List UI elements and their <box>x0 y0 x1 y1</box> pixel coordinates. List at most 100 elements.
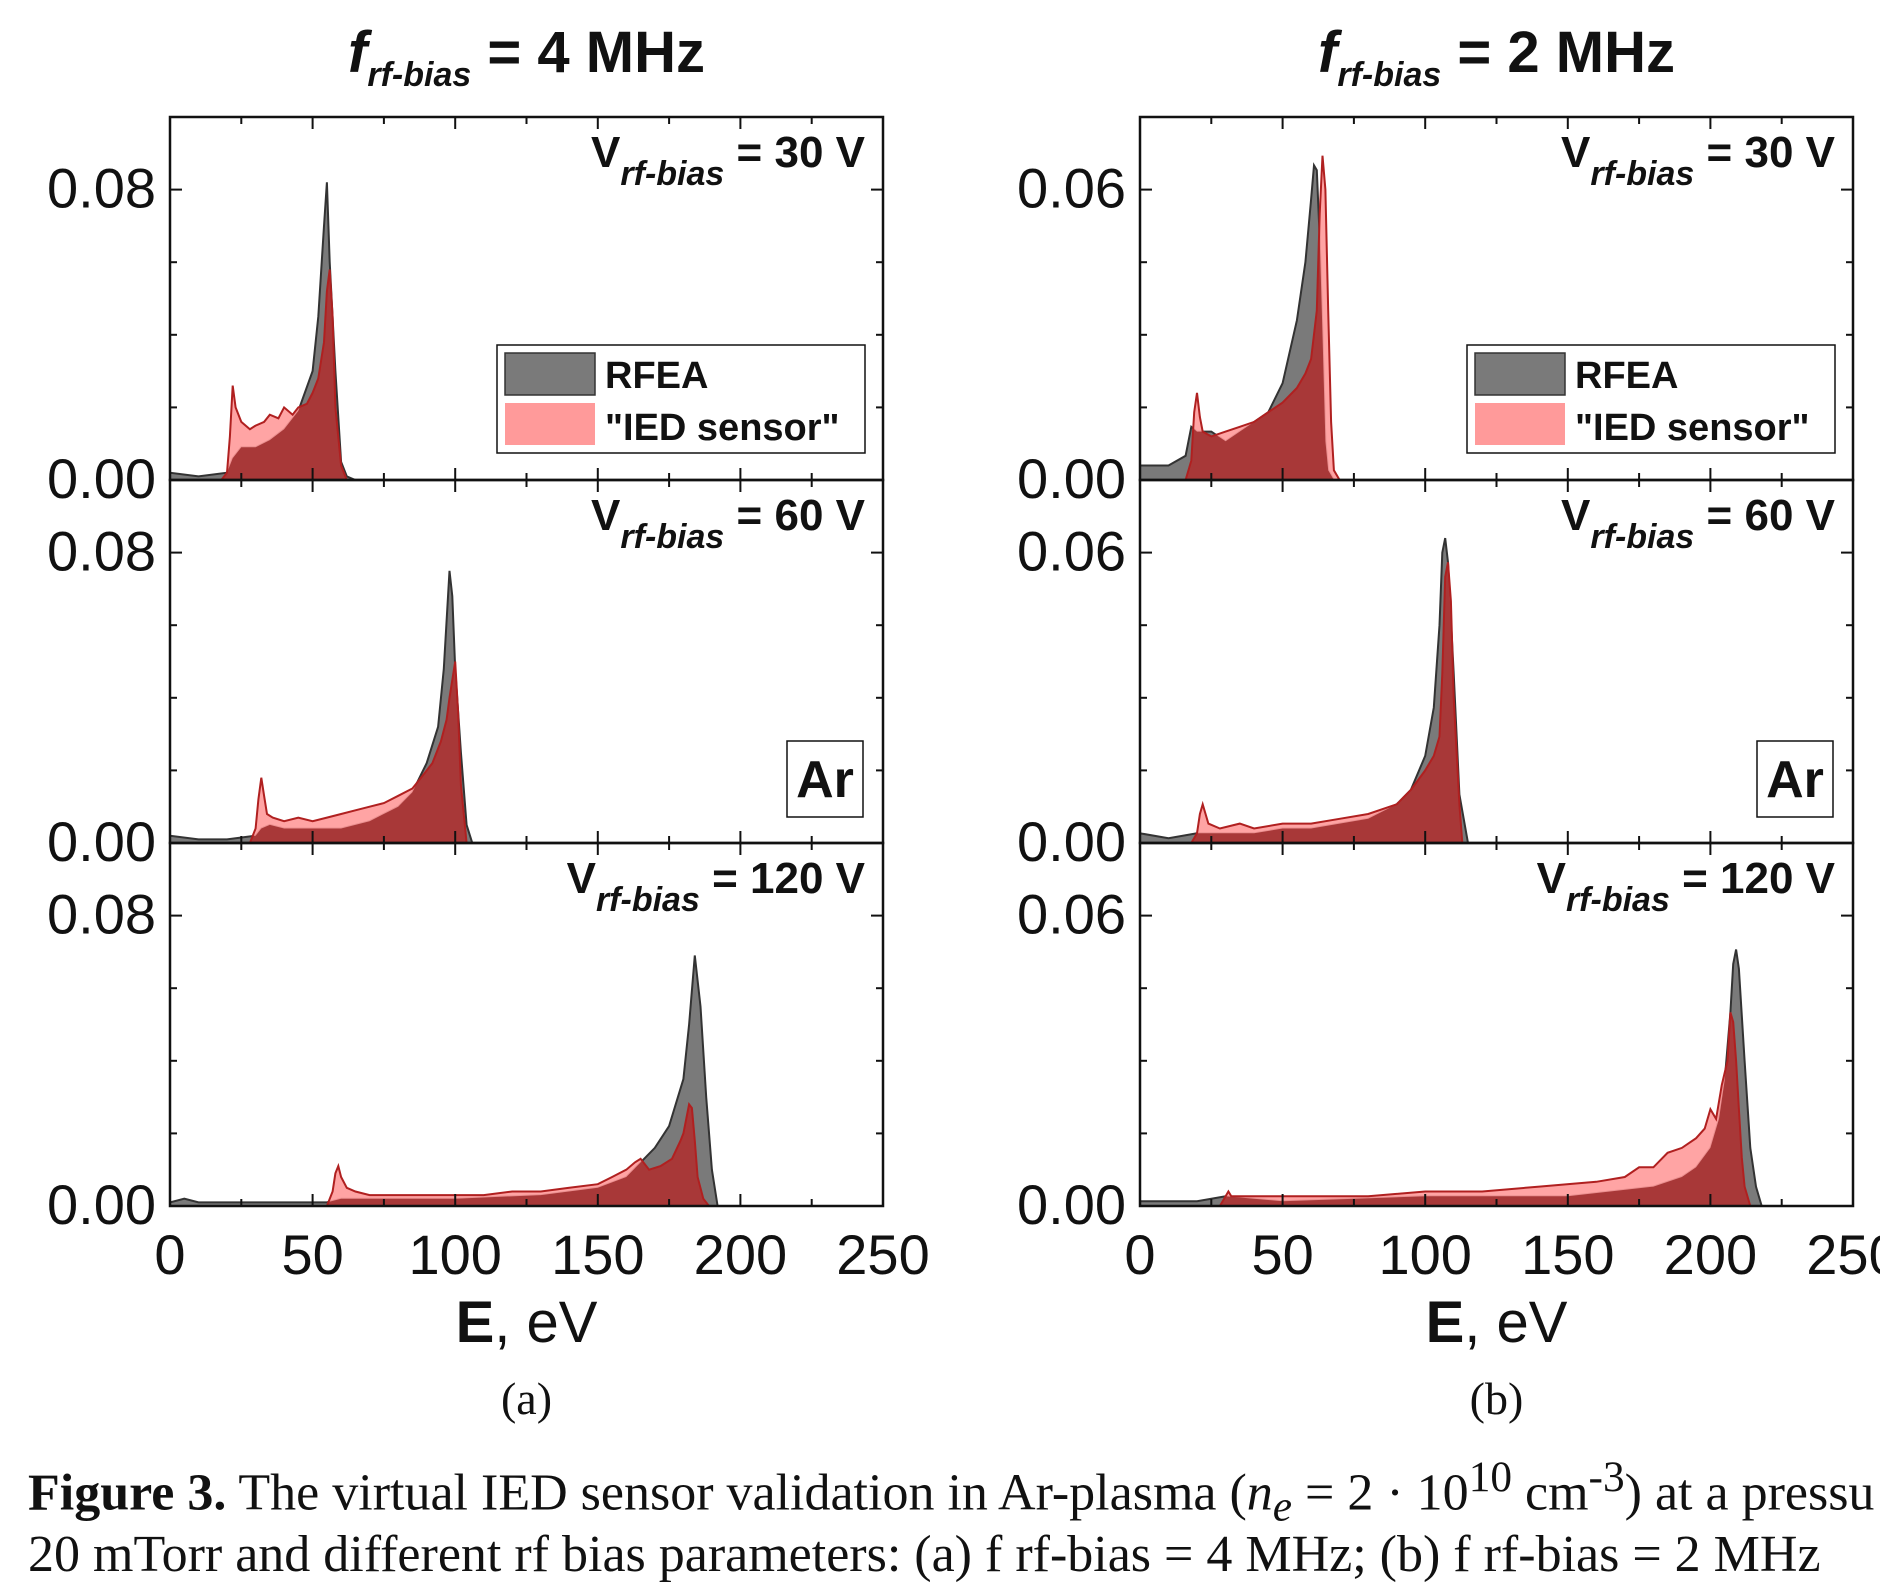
voltage-label: Vrf-bias = 60 V <box>591 491 866 556</box>
ied-sensor-line <box>1140 1012 1853 1206</box>
voltage-subscript: rf-bias <box>1590 518 1694 556</box>
panel-title: frf-bias = 4 MHz <box>348 20 705 94</box>
x-tick-label: 150 <box>551 1223 644 1286</box>
x-tick-label: 100 <box>1378 1223 1471 1286</box>
rfea-area <box>1140 949 1853 1206</box>
x-tick-label: 150 <box>1521 1223 1614 1286</box>
legend: RFEA "IED sensor" <box>496 344 866 454</box>
voltage-label: Vrf-bias = 120 V <box>1537 854 1836 919</box>
legend: RFEA "IED sensor" <box>1466 344 1836 454</box>
voltage-label: Vrf-bias = 30 V <box>1561 128 1836 193</box>
subplot-3: 0.00 0.06 Vrf-bias = 120 V <box>1017 841 1855 1236</box>
plot-area <box>1140 155 1853 480</box>
plot-area <box>170 955 883 1206</box>
y-tick-label: 0.00 <box>47 810 156 873</box>
voltage-value: = 120 V <box>1670 854 1836 903</box>
voltage-symbol: V <box>591 128 621 177</box>
caption-math-n: n <box>1246 1464 1273 1522</box>
subplot-1: 0.00 0.06 Vrf-bias = 30 V RFEA "IED sensor" <box>1017 115 1855 510</box>
voltage-label: Vrf-bias = 120 V <box>567 854 866 919</box>
overlap-area <box>170 661 883 843</box>
x-tick-label: 0 <box>1124 1223 1155 1286</box>
voltage-subscript: rf-bias <box>1566 881 1670 919</box>
plot-area <box>170 570 883 843</box>
voltage-symbol: V <box>567 854 597 903</box>
legend-swatch-ied-sensor <box>505 403 595 445</box>
y-tick-label: 0.06 <box>1017 520 1126 583</box>
x-tick-label: 250 <box>836 1223 929 1286</box>
overlap-area <box>170 269 883 480</box>
ied-sensor-line <box>1140 562 1853 843</box>
subplot-3: 0.00 0.08 Vrf-bias = 120 V <box>47 841 885 1236</box>
plot-area <box>1140 949 1853 1206</box>
gas-label: Ar <box>786 740 864 818</box>
caption-text-before: The virtual IED sensor validation in Ar-… <box>226 1464 1247 1522</box>
voltage-label: Vrf-bias = 60 V <box>1561 491 1836 556</box>
y-tick-label: 0.08 <box>47 520 156 583</box>
y-tick-label: 0.00 <box>1017 1173 1126 1236</box>
plot-area <box>170 182 883 480</box>
legend-swatch-rfea <box>1474 352 1566 396</box>
legend-label-ied-sensor: "IED sensor" <box>605 407 840 449</box>
x-tick-label: 200 <box>694 1223 787 1286</box>
x-axis-label-symbol: E <box>1426 1290 1465 1355</box>
rfea-area <box>170 955 883 1206</box>
overlap-area <box>1140 562 1853 843</box>
panel-b: frf-bias = 2 MHz 0.00 0.06 Vrf-bias = 30 V R… <box>1017 20 1880 1424</box>
x-axis-label: E, eV <box>456 1290 598 1355</box>
gas-label: Ar <box>1756 740 1834 818</box>
panel-a: frf-bias = 4 MHz 0.00 0.08 Vrf-bias = 30 V R… <box>47 20 930 1424</box>
voltage-label: Vrf-bias = 30 V <box>591 128 866 193</box>
y-tick-label: 0.06 <box>1017 157 1126 220</box>
rfea-area <box>1140 537 1853 843</box>
panel-label: (b) <box>1470 1373 1524 1424</box>
x-tick-label: 100 <box>408 1223 501 1286</box>
legend-label-rfea: RFEA <box>1575 355 1678 397</box>
subplot-1: 0.00 0.08 Vrf-bias = 30 V RFEA "IED sensor" <box>47 115 885 510</box>
y-tick-label: 0.00 <box>47 1173 156 1236</box>
ied-sensor-area <box>1140 562 1853 843</box>
title-subscript: rf-bias <box>1337 56 1441 94</box>
gas-label-box <box>1756 740 1834 818</box>
plot-area <box>1140 537 1853 843</box>
x-tick-label: 200 <box>1664 1223 1757 1286</box>
legend-swatch-rfea <box>504 352 596 396</box>
ied-sensor-area <box>170 661 883 843</box>
ied-sensor-line <box>1140 155 1853 480</box>
ied-sensor-line <box>170 269 883 480</box>
caption-math-rest: = 2 · 10 <box>1292 1464 1469 1522</box>
x-axis-label-unit: , eV <box>494 1290 597 1355</box>
caption-unit: cm <box>1512 1464 1589 1522</box>
gas-label-text: Ar <box>1766 751 1824 809</box>
y-tick-label: 0.08 <box>47 883 156 946</box>
x-axis-label-symbol: E <box>456 1290 495 1355</box>
title-value: = 2 MHz <box>1441 20 1675 85</box>
legend-swatch-ied-sensor <box>1475 403 1565 445</box>
voltage-value: = 60 V <box>1694 491 1835 540</box>
overlap-area <box>1140 165 1853 480</box>
x-axis-label: E, eV <box>1426 1290 1568 1355</box>
rfea-area <box>170 570 883 843</box>
voltage-value: = 120 V <box>700 854 866 903</box>
caption-unit-sup: -3 <box>1588 1453 1625 1501</box>
y-tick-label: 0.00 <box>47 447 156 510</box>
subplot-2: 0.00 0.08 Vrf-bias = 60 V Ar <box>47 478 885 873</box>
x-tick-label: 50 <box>1251 1223 1313 1286</box>
voltage-subscript: rf-bias <box>620 518 724 556</box>
voltage-symbol: V <box>1537 854 1567 903</box>
caption-text-after: ) at a pressu <box>1624 1464 1875 1522</box>
voltage-value: = 30 V <box>1694 128 1835 177</box>
voltage-subscript: rf-bias <box>596 881 700 919</box>
title-value: = 4 MHz <box>471 20 705 85</box>
voltage-subscript: rf-bias <box>620 155 724 193</box>
title-subscript: rf-bias <box>367 56 471 94</box>
y-tick-label: 0.06 <box>1017 883 1126 946</box>
gas-label-text: Ar <box>796 751 854 809</box>
legend-label-ied-sensor: "IED sensor" <box>1575 407 1810 449</box>
caption-math-sub: e <box>1272 1482 1293 1531</box>
subplot-2: 0.00 0.06 Vrf-bias = 60 V Ar <box>1017 478 1855 873</box>
ied-sensor-area <box>1140 1012 1853 1206</box>
voltage-value: = 30 V <box>724 128 865 177</box>
voltage-symbol: V <box>591 491 621 540</box>
voltage-subscript: rf-bias <box>1590 155 1694 193</box>
